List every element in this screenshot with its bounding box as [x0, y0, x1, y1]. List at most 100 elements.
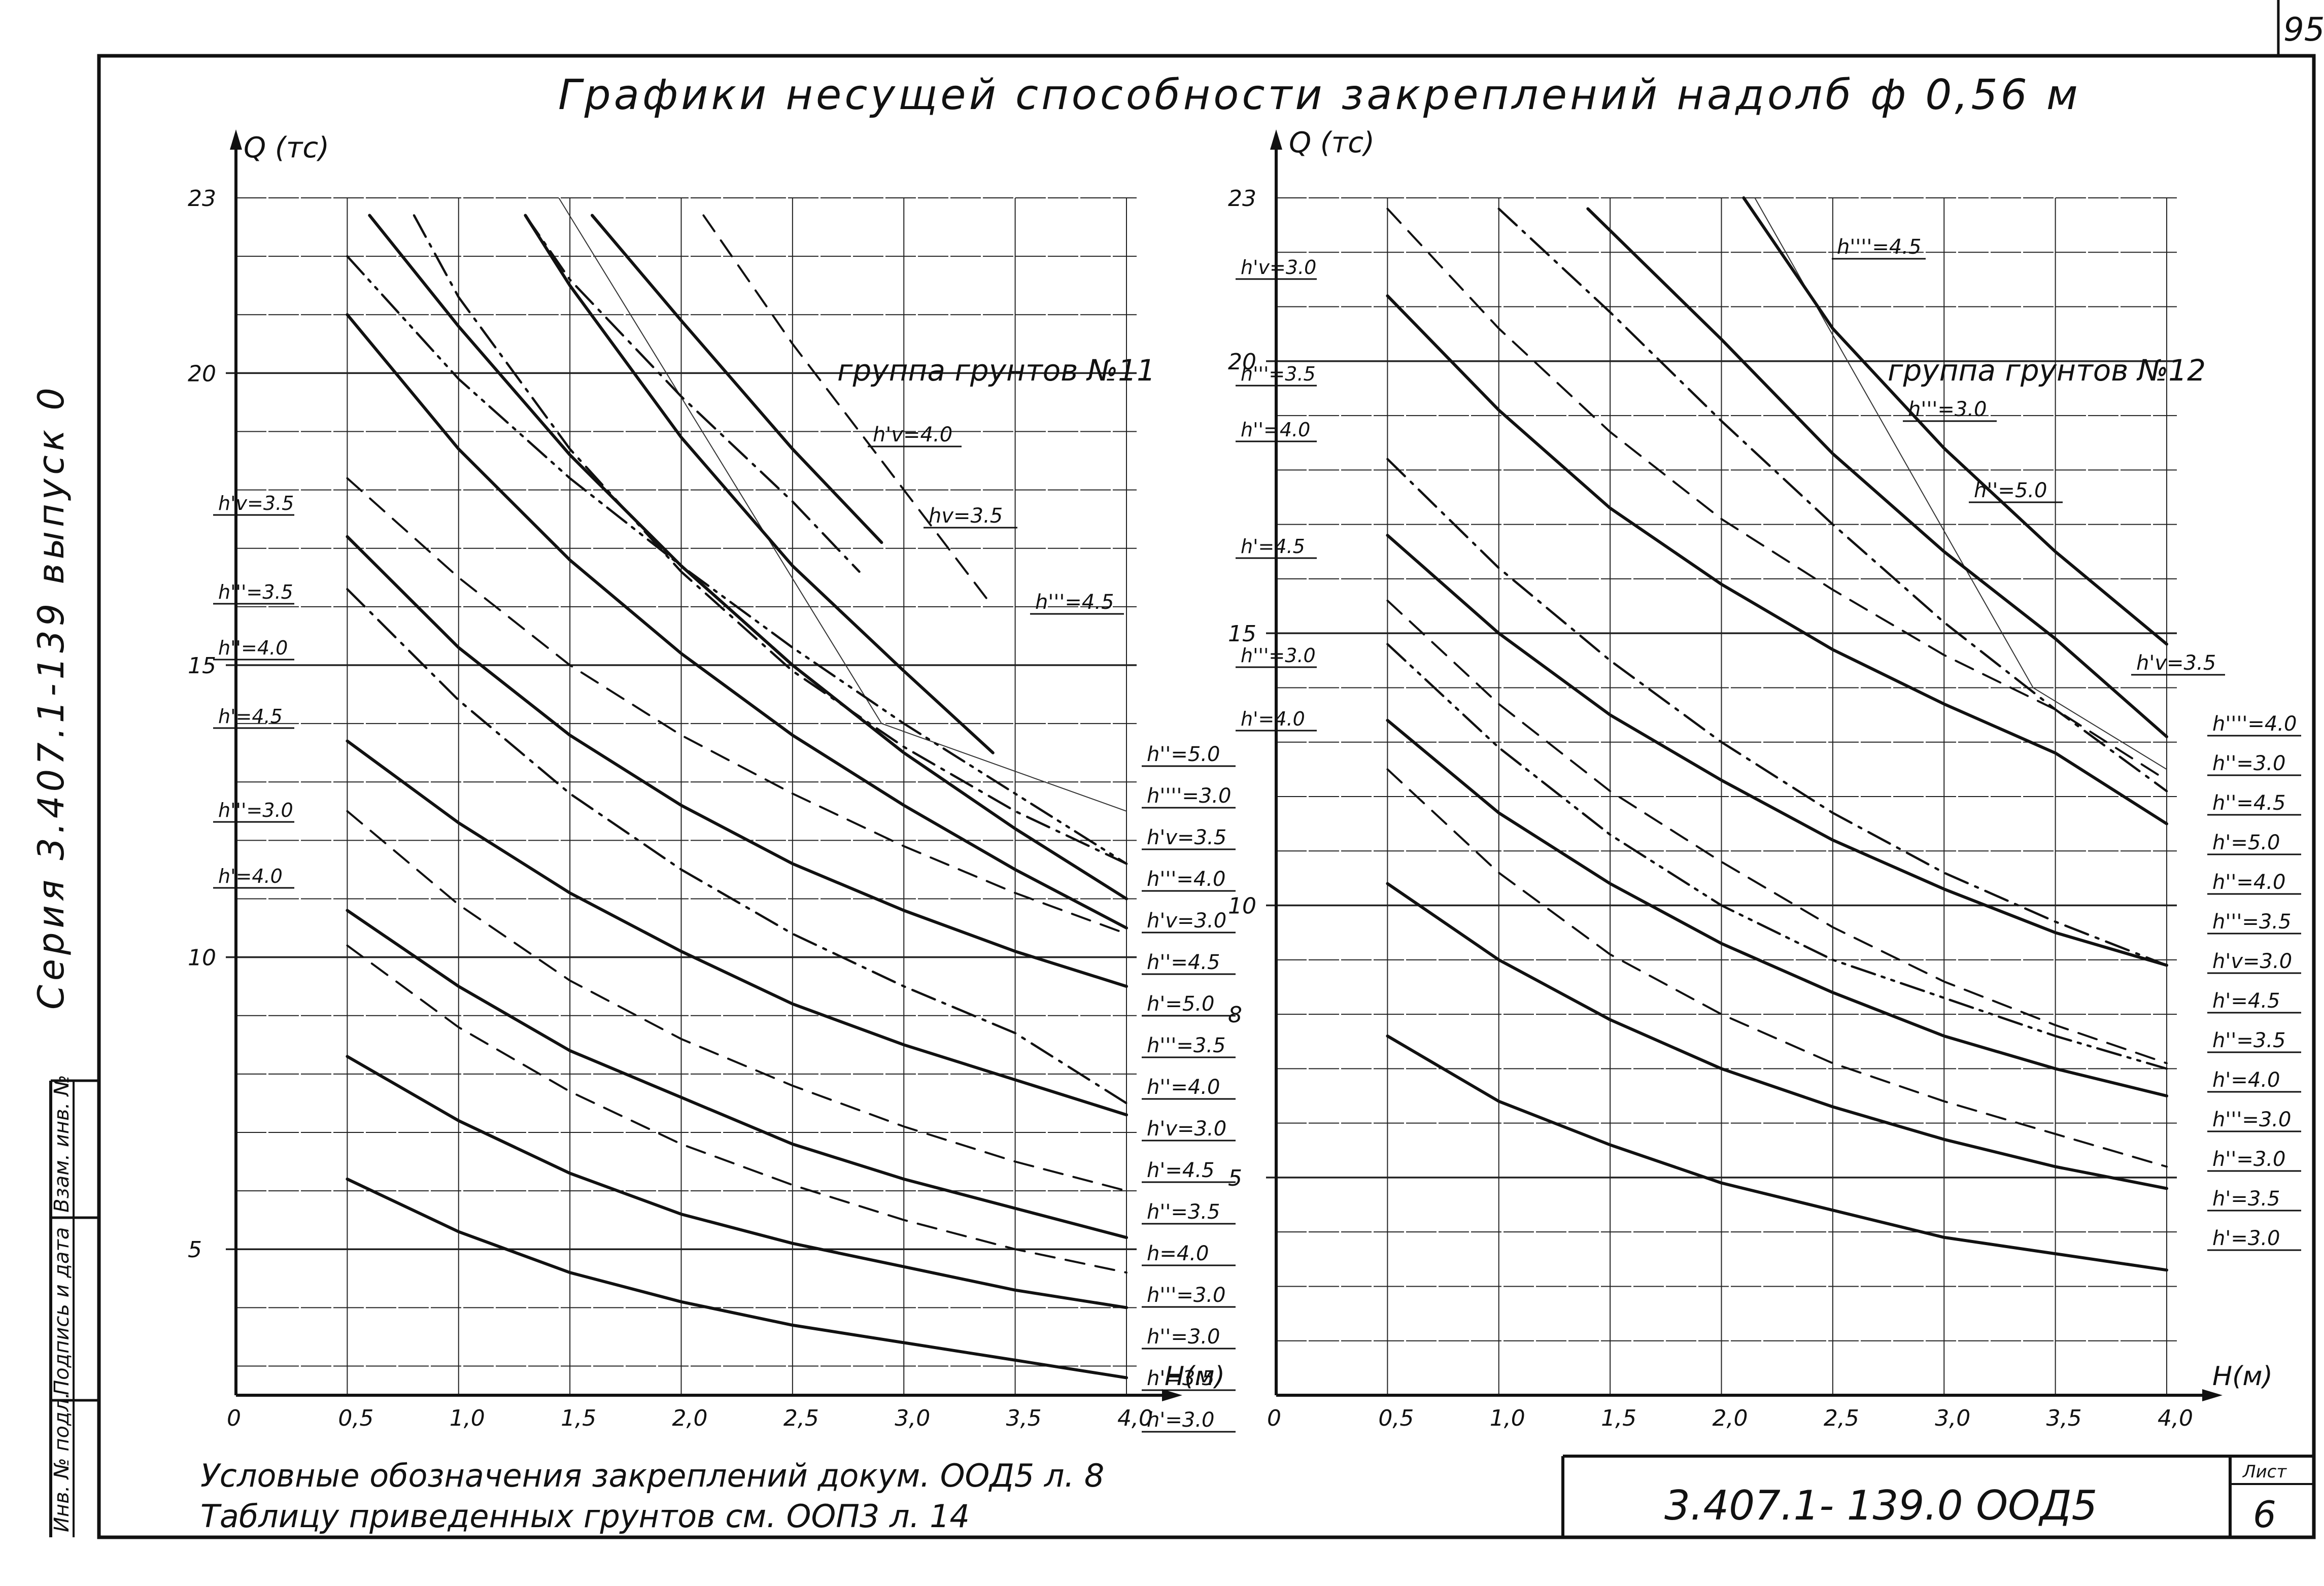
series-line	[702, 214, 994, 608]
curve-label: h'''=3.5	[2212, 910, 2291, 934]
left-curve-labels: h'v=4.0 hv=3.5 h'''=4.5 h''=5.0 h''''=3.0 h'v…	[213, 423, 1236, 1433]
curve-label-boxed: h'''=3.5	[218, 581, 293, 603]
chart-left: 0 0,5 1,0 1,5 2,0 2,5 3,0 3,5 4,0 5 10 15 20 23 h'v=…	[188, 129, 1236, 1433]
limit-boundary	[558, 197, 1127, 812]
series-line	[1497, 208, 2168, 792]
curve-label-boxed: h'v=3.5	[218, 492, 294, 514]
curve-label: h'=5.0	[2212, 831, 2280, 854]
y-tick-label: 5	[1228, 1165, 1242, 1191]
y-tick-label: 10	[188, 945, 216, 971]
series-line	[346, 255, 1128, 865]
curve-label: h''=4.5	[1147, 951, 1220, 974]
x-tick-label: 2,0	[1713, 1405, 1748, 1431]
curve-label: h''=3.0	[1147, 1325, 1220, 1349]
x-tick-label: 2,0	[672, 1405, 708, 1431]
series-line	[524, 214, 861, 573]
series-line	[346, 1055, 1128, 1309]
x-tick-label: 1,5	[561, 1405, 596, 1431]
curve-label: h''=3.5	[1147, 1200, 1220, 1224]
x-tick-label: 3,0	[895, 1405, 930, 1431]
curve-label-boxed: h'''=3.0	[218, 799, 293, 821]
y-tick-label: 23	[188, 186, 216, 212]
curve-label: h'=4.0	[2212, 1068, 2280, 1092]
series-line	[1386, 643, 2168, 1070]
x-tick-label: 2,5	[1824, 1405, 1859, 1431]
curve-label-boxed: h'''=3.0	[1241, 644, 1316, 667]
document-code: 3.407.1- 139.0 ООД5	[1664, 1482, 2097, 1529]
right-x-axis-label: H(м)	[2212, 1361, 2273, 1392]
y-tick-label: 8	[1228, 1002, 1242, 1028]
side-series-label: Серия 3.407.1-139 выпуск 0	[30, 384, 72, 1010]
curve-label: h'''=3.0	[2212, 1108, 2291, 1131]
x-tick-label: 0,5	[338, 1405, 373, 1431]
stamp-label-inventory: Инв. № подл.	[50, 1392, 74, 1532]
curve-label: h'=5.0	[1147, 992, 1214, 1016]
left-x-ticks: 0 0,5 1,0 1,5 2,0 2,5 3,0 3,5 4,0	[227, 1405, 1153, 1431]
curve-label: h''=3.5	[2212, 1029, 2285, 1052]
series-line	[346, 739, 1128, 1117]
curve-label: h''=5.0	[1147, 743, 1220, 766]
series-line	[1742, 196, 2168, 646]
series-line	[1386, 599, 2168, 1064]
curve-label-boxed: h'=4.0	[218, 865, 283, 887]
curve-label: h'''=3.5	[1147, 1034, 1225, 1057]
right-chart-title: группа грунтов №12	[1888, 353, 2206, 388]
y-tick-label: 20	[188, 361, 216, 387]
curve-label: h'=3.5	[1147, 1367, 1214, 1390]
x-tick-label: 3,0	[1935, 1405, 1970, 1431]
stamp-label-replace: Взам. инв. №	[50, 1075, 74, 1213]
stamp-label-signature: Подпись и дата	[50, 1227, 74, 1395]
x-tick-label: 0	[1267, 1405, 1281, 1431]
curve-label: h'v=3.5	[1147, 826, 1226, 849]
right-series-lines	[1386, 196, 2168, 1272]
curve-label: h'v=3.0	[1147, 1117, 1226, 1141]
curve-label: h'''=3.0	[1908, 398, 1987, 421]
curve-label-boxed: h''=4.0	[1241, 419, 1310, 441]
curve-label-boxed: h'=4.5	[218, 705, 283, 728]
page-title: Графики несущей способности закреплений …	[558, 71, 2081, 119]
curve-label: h''''=4.0	[2212, 712, 2297, 736]
curve-label-boxed: h'=4.5	[1241, 535, 1305, 558]
series-line	[1386, 208, 2168, 781]
curve-label: h'''=4.5	[1035, 591, 1114, 614]
series-line	[1586, 207, 2168, 738]
y-axis-arrow	[1270, 129, 1282, 150]
right-curve-labels: h''''=4.5 h'''=3.0 h''=5.0 h'v=3.5 h''''=4.0…	[1236, 235, 2301, 1251]
y-tick-label: 15	[188, 653, 216, 679]
y-tick-label: 23	[1228, 186, 1256, 212]
curve-label: h'''=4.0	[1147, 868, 1225, 891]
series-line	[1386, 458, 2168, 967]
page-number: 95	[2283, 11, 2324, 49]
series-line	[1386, 294, 2168, 825]
curve-label: h'v=3.0	[2212, 950, 2292, 973]
curve-label: h''=4.5	[2212, 791, 2285, 815]
curve-label-boxed: h'=4.0	[1241, 708, 1305, 730]
series-line	[346, 477, 1127, 935]
y-axis-arrow	[230, 129, 242, 150]
curve-label: hv=3.5	[929, 504, 1003, 528]
series-line	[1386, 718, 2168, 1097]
footnote-line-1: Условные обозначения закреплений докум. …	[200, 1457, 1104, 1494]
left-chart-title: группа грунтов №11	[837, 353, 1155, 388]
series-line	[346, 1178, 1128, 1380]
x-axis-arrow	[1162, 1389, 1182, 1401]
y-tick-label: 15	[1228, 621, 1256, 647]
x-tick-label: 0	[227, 1405, 241, 1431]
curve-label: h''=4.0	[1147, 1076, 1220, 1099]
series-line	[346, 944, 1127, 1274]
x-tick-label: 1,0	[1490, 1405, 1525, 1431]
series-line	[1386, 534, 2168, 967]
x-tick-label: 2,5	[783, 1405, 819, 1431]
curve-label: h'=3.0	[2212, 1227, 2280, 1250]
sheet-label: Лист	[2242, 1462, 2287, 1482]
curve-label: h'''=3.0	[1147, 1284, 1225, 1307]
series-line	[346, 535, 1128, 988]
curve-label: h'=4.5	[1147, 1159, 1214, 1182]
curve-label: h''''=3.0	[1147, 784, 1231, 808]
curve-label: h'=3.5	[2212, 1187, 2280, 1211]
x-tick-label: 4,0	[1117, 1405, 1153, 1431]
sheet-number: 6	[2253, 1493, 2276, 1536]
right-x-ticks: 0 0,5 1,0 1,5 2,0 2,5 3,0 3,5 4,0	[1267, 1405, 2193, 1431]
sheet-frame	[97, 54, 2316, 1539]
y-tick-label: 20	[1228, 349, 1256, 375]
